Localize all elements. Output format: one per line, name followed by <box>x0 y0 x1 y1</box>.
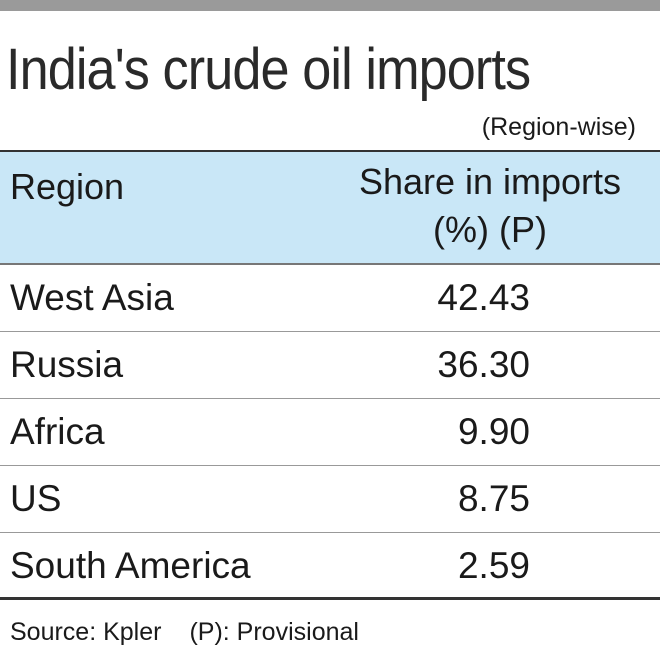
region: Russia <box>10 344 124 385</box>
table-row: US 8.75 <box>0 466 660 533</box>
title: India's crude oil imports <box>6 37 531 102</box>
region: West Asia <box>10 277 174 318</box>
share: 2.59 <box>457 545 530 586</box>
table-header: Region Share in imports (%) (P) <box>0 150 660 265</box>
subtitle: (Region-wise) <box>481 113 636 141</box>
share: 9.90 <box>457 411 530 452</box>
table-row: Russia 36.30 <box>0 332 660 399</box>
region: Africa <box>10 411 105 452</box>
source: Source: Kpler <box>10 618 162 646</box>
table-row: South America 2.59 <box>0 533 660 600</box>
table-row: West Asia 42.43 <box>0 265 660 332</box>
share: 36.30 <box>437 344 530 385</box>
share: 8.75 <box>457 478 530 519</box>
share: 42.43 <box>437 277 530 318</box>
region: South America <box>10 545 251 586</box>
column-header: Region <box>10 166 125 207</box>
region: US <box>10 478 62 519</box>
top-bar <box>0 0 660 11</box>
footer: Source: Kpler (P): Provisional <box>10 618 359 647</box>
note: (P): Provisional <box>189 618 359 646</box>
column-header: Share in imports (%) (P) <box>358 161 622 250</box>
table-row: Africa 9.90 <box>0 399 660 466</box>
